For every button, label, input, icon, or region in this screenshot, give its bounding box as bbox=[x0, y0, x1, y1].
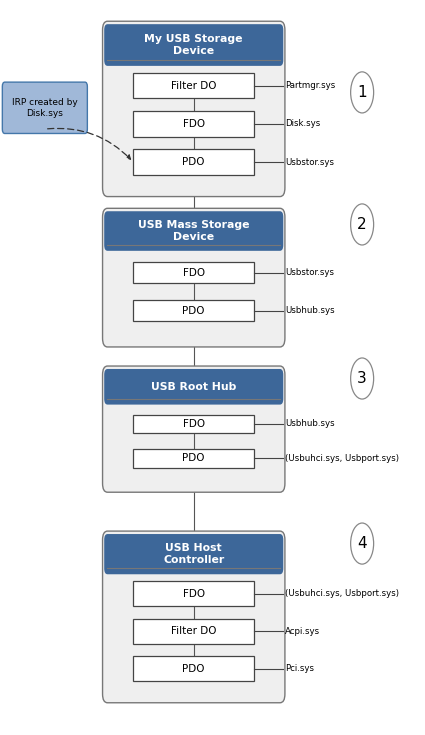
Text: IRP created by
Disk.sys: IRP created by Disk.sys bbox=[12, 98, 78, 118]
FancyBboxPatch shape bbox=[102, 531, 285, 703]
Text: 4: 4 bbox=[357, 536, 367, 551]
Text: Filter DO: Filter DO bbox=[171, 626, 216, 637]
Text: PDO: PDO bbox=[182, 453, 205, 463]
Bar bbox=[108, 556, 280, 568]
Bar bbox=[108, 45, 280, 60]
Text: 1: 1 bbox=[357, 85, 367, 100]
Text: My USB Storage
Device: My USB Storage Device bbox=[144, 35, 243, 56]
Bar bbox=[133, 581, 254, 606]
Bar bbox=[133, 449, 254, 467]
Bar bbox=[108, 231, 280, 245]
Bar bbox=[108, 387, 280, 398]
Bar bbox=[133, 262, 254, 283]
Text: (Usbuhci.sys, Usbport.sys): (Usbuhci.sys, Usbport.sys) bbox=[285, 453, 400, 463]
FancyBboxPatch shape bbox=[104, 369, 283, 404]
FancyBboxPatch shape bbox=[102, 21, 285, 196]
Text: Filter DO: Filter DO bbox=[171, 81, 216, 90]
Text: (Usbuhci.sys, Usbport.sys): (Usbuhci.sys, Usbport.sys) bbox=[285, 589, 400, 598]
Text: PDO: PDO bbox=[182, 306, 205, 315]
Text: 3: 3 bbox=[357, 371, 367, 386]
FancyArrowPatch shape bbox=[48, 129, 130, 159]
Text: USB Host
Controller: USB Host Controller bbox=[163, 543, 224, 565]
Text: Partmgr.sys: Partmgr.sys bbox=[285, 81, 336, 90]
Text: Usbhub.sys: Usbhub.sys bbox=[285, 306, 335, 315]
Text: Usbstor.sys: Usbstor.sys bbox=[285, 158, 334, 167]
Bar bbox=[133, 73, 254, 98]
Text: Acpi.sys: Acpi.sys bbox=[285, 627, 320, 636]
Circle shape bbox=[351, 358, 374, 399]
Text: FDO: FDO bbox=[183, 268, 205, 278]
Text: Pci.sys: Pci.sys bbox=[285, 664, 314, 673]
FancyBboxPatch shape bbox=[102, 208, 285, 347]
FancyBboxPatch shape bbox=[104, 211, 283, 251]
Bar bbox=[108, 388, 280, 398]
Bar bbox=[108, 232, 280, 245]
Bar bbox=[133, 415, 254, 433]
FancyBboxPatch shape bbox=[102, 366, 285, 492]
Text: Usbhub.sys: Usbhub.sys bbox=[285, 420, 335, 429]
Bar bbox=[108, 46, 280, 60]
Bar bbox=[133, 149, 254, 175]
Text: Disk.sys: Disk.sys bbox=[285, 119, 320, 129]
Text: USB Mass Storage
Device: USB Mass Storage Device bbox=[138, 220, 249, 242]
Bar bbox=[133, 619, 254, 644]
Circle shape bbox=[351, 204, 374, 245]
Bar bbox=[133, 301, 254, 320]
Bar bbox=[133, 656, 254, 681]
Circle shape bbox=[351, 523, 374, 564]
Text: FDO: FDO bbox=[183, 419, 205, 429]
Bar bbox=[108, 554, 280, 568]
Text: USB Root Hub: USB Root Hub bbox=[151, 381, 236, 392]
Text: PDO: PDO bbox=[182, 664, 205, 674]
FancyBboxPatch shape bbox=[104, 534, 283, 574]
Text: 2: 2 bbox=[357, 217, 367, 232]
Bar bbox=[133, 111, 254, 137]
FancyBboxPatch shape bbox=[104, 24, 283, 66]
Text: FDO: FDO bbox=[183, 119, 205, 129]
Text: Usbstor.sys: Usbstor.sys bbox=[285, 268, 334, 277]
Text: FDO: FDO bbox=[183, 589, 205, 598]
FancyBboxPatch shape bbox=[2, 82, 88, 134]
Circle shape bbox=[351, 72, 374, 113]
Text: PDO: PDO bbox=[182, 157, 205, 168]
